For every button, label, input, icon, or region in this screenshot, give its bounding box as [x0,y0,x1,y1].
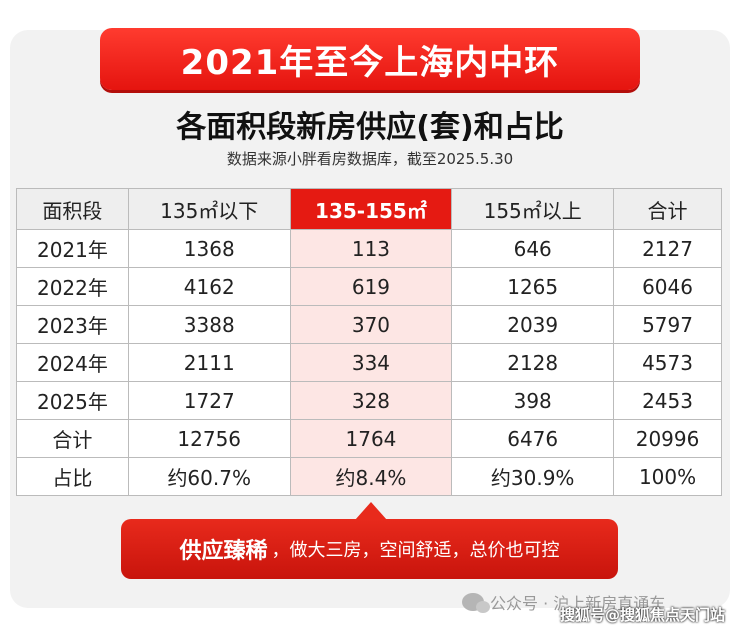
table-cell-highlight: 370 [289,305,453,344]
header-cell: 135㎡以下 [127,188,291,230]
table-cell: 3388 [127,305,291,344]
table-cell: 2127 [613,229,722,268]
callout-pointer [355,502,387,520]
table-cell: 占比 [16,457,129,496]
watermark-line1: 公众号 · 沪上新房直通车 [490,594,666,613]
header-cell: 合计 [613,188,722,230]
table-cell: 2111 [127,343,291,382]
table-row-total: 合计 12756 1764 6476 20996 [16,419,722,458]
header-cell: 面积段 [16,188,129,230]
supply-table: 面积段 135㎡以下 135-155㎡ 155㎡以上 合计 2021年 1368… [16,188,722,496]
header-cell: 155㎡以上 [451,188,615,230]
table-row: 2022年 4162 619 1265 6046 [16,267,722,306]
table-row: 2025年 1727 328 398 2453 [16,381,722,420]
table-cell: 6476 [451,419,615,458]
table-cell-highlight: 113 [289,229,453,268]
table-row: 2021年 1368 113 646 2127 [16,229,722,268]
table-cell: 20996 [613,419,722,458]
table-cell: 4573 [613,343,722,382]
table-cell: 1368 [127,229,291,268]
header-banner: 2021年至今上海内中环 [100,28,640,90]
table-cell: 合计 [16,419,129,458]
table-cell: 12756 [127,419,291,458]
wechat-icon [462,593,490,613]
watermark-wechat: 公众号 · 沪上新房直通车 [462,590,665,614]
table-cell: 1265 [451,267,615,306]
table-cell: 约60.7% [127,457,291,496]
table-row: 2024年 2111 334 2128 4573 [16,343,722,382]
table-cell-highlight: 约8.4% [289,457,453,496]
table-cell: 2022年 [16,267,129,306]
table-cell: 4162 [127,267,291,306]
table-cell: 6046 [613,267,722,306]
table-cell-highlight: 1764 [289,419,453,458]
table-cell: 2024年 [16,343,129,382]
page-title: 各面积段新房供应(套)和占比 [176,110,564,145]
table-row: 2023年 3388 370 2039 5797 [16,305,722,344]
table-cell-highlight: 328 [289,381,453,420]
banner-text: 2021年至今上海内中环 [180,42,560,83]
table-cell: 1727 [127,381,291,420]
table-row-share: 占比 约60.7% 约8.4% 约30.9% 100% [16,457,722,496]
table-cell: 100% [613,457,722,496]
table-header-row: 面积段 135㎡以下 135-155㎡ 155㎡以上 合计 [16,188,722,230]
table-cell: 646 [451,229,615,268]
watermark-sohu: 搜狐号@搜狐焦点天门站 [560,606,726,624]
callout-text: ，做大三房，空间舒适，总价也可控 [271,540,560,561]
table-cell: 2039 [451,305,615,344]
callout-box: 供应臻稀 ，做大三房，空间舒适，总价也可控 [121,519,618,579]
table-cell: 2021年 [16,229,129,268]
data-source-note: 数据来源小胖看房数据库，截至2025.5.30 [226,150,514,168]
table-cell-highlight: 619 [289,267,453,306]
table-cell: 2128 [451,343,615,382]
table-cell: 2023年 [16,305,129,344]
table-cell-highlight: 334 [289,343,453,382]
callout-strong: 供应臻稀 [179,539,268,564]
table-cell: 约30.9% [451,457,615,496]
table-cell: 398 [451,381,615,420]
table-cell: 2453 [613,381,722,420]
table-cell: 5797 [613,305,722,344]
table-cell: 2025年 [16,381,129,420]
header-cell-highlight: 135-155㎡ [289,188,453,230]
